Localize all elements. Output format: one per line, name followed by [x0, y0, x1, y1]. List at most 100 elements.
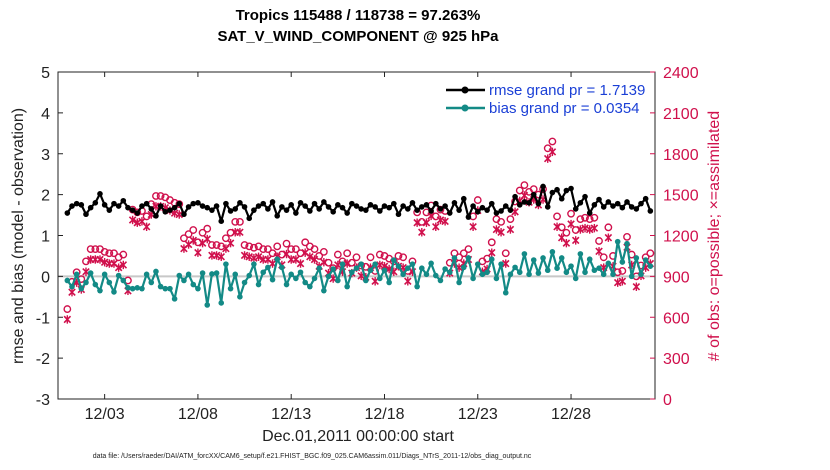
- obs-possible-point: [646, 249, 655, 258]
- rmse-point: [418, 204, 425, 210]
- bias-point: [195, 285, 201, 292]
- rmse-point: [605, 199, 612, 205]
- rmse-point: [241, 204, 248, 210]
- rmse-point: [111, 200, 117, 207]
- bias-point: [157, 283, 164, 290]
- bias-point: [363, 277, 369, 284]
- obs-possible-point: [198, 228, 207, 237]
- rmse-point: [563, 187, 570, 194]
- obs-possible-point: [231, 217, 240, 226]
- rmse-point: [232, 206, 239, 212]
- rmse-point: [474, 208, 481, 215]
- obs-possible-point: [501, 249, 510, 258]
- rmse-point: [530, 191, 537, 198]
- obs-possible-point: [208, 241, 216, 249]
- obs-possible-point: [86, 245, 95, 254]
- rmse-point: [568, 185, 574, 192]
- rmse-point: [372, 204, 378, 210]
- rmse-point: [185, 204, 192, 210]
- rmse-point: [251, 207, 257, 213]
- obs-assimilated-point: [520, 191, 529, 200]
- rmse-point: [554, 186, 560, 193]
- rmse-point: [446, 210, 453, 216]
- rmse-point: [335, 202, 341, 208]
- bias-point: [213, 270, 220, 276]
- rmse-point: [488, 200, 495, 207]
- obs-possible-point: [618, 267, 627, 275]
- bias-point: [502, 289, 509, 296]
- rmse-point: [106, 207, 113, 213]
- series-layer: [63, 137, 655, 324]
- bias-point: [316, 265, 322, 272]
- obs-possible-point: [399, 253, 408, 262]
- rmse-point: [255, 203, 262, 209]
- bias-point: [446, 269, 453, 276]
- obs-possible-point: [180, 234, 188, 243]
- rmse-point: [78, 202, 85, 208]
- bias-point: [372, 261, 378, 267]
- obs-assimilated-point: [194, 248, 202, 257]
- y-tick-label: -3: [36, 392, 50, 409]
- obs-possible-point: [203, 224, 212, 233]
- bias-point: [628, 273, 635, 280]
- bias-point: [171, 296, 178, 302]
- obs-possible-point: [152, 192, 160, 200]
- obs-assimilated-point: [114, 263, 123, 272]
- bias-point: [297, 269, 304, 276]
- rmse-point: [395, 211, 402, 218]
- obs-possible-point: [240, 241, 249, 249]
- bias-point: [614, 238, 621, 245]
- obs-possible-point: [63, 305, 72, 313]
- rmse-point: [633, 206, 640, 212]
- rmse-point: [507, 207, 514, 213]
- rmse-point: [479, 204, 486, 211]
- rmse-point: [213, 203, 220, 209]
- x-tick-label: 12/13: [271, 406, 311, 423]
- bias-point: [83, 279, 89, 286]
- obs-assimilated-point: [128, 215, 137, 225]
- rmse-point: [577, 200, 584, 206]
- rmse-point: [465, 214, 472, 220]
- rmse-point: [544, 204, 551, 210]
- rmse-point: [540, 183, 546, 190]
- obs-possible-point: [91, 245, 100, 254]
- x-tick-label: 12/28: [551, 406, 591, 423]
- x-tick-label: 12/23: [458, 406, 498, 423]
- y-tick-label: 1: [41, 229, 50, 246]
- obs-possible-point: [105, 249, 114, 258]
- obs-possible-point: [263, 245, 272, 254]
- bias-point: [456, 279, 462, 286]
- rmse-point: [129, 207, 136, 213]
- rmse-point: [512, 193, 518, 200]
- obs-assimilated-point: [618, 277, 627, 286]
- obs-possible-point: [184, 230, 193, 239]
- bias-point: [87, 270, 94, 276]
- bias-point: [386, 279, 392, 286]
- rmse-point: [87, 204, 94, 211]
- bias-point: [507, 271, 514, 278]
- bias-point: [274, 256, 281, 263]
- rmse-point: [143, 200, 150, 207]
- rmse-point: [596, 196, 602, 203]
- obs-assimilated-point: [189, 236, 198, 245]
- bias-point: [115, 272, 122, 279]
- obs-possible-point: [487, 238, 496, 247]
- obs-possible-point: [319, 247, 328, 256]
- bias-point: [554, 265, 560, 272]
- bias-point: [162, 285, 169, 292]
- bias-point: [586, 256, 593, 263]
- bias-point: [129, 285, 136, 292]
- bias-point: [414, 283, 420, 290]
- obs-possible-point: [291, 245, 300, 254]
- bias-point: [265, 264, 271, 271]
- rmse-point: [157, 203, 164, 209]
- bias-point: [428, 260, 434, 267]
- bias-point: [167, 285, 173, 292]
- rmse-point: [339, 204, 346, 211]
- y-right-tick-label: 1500: [663, 188, 699, 205]
- bias-point: [288, 271, 295, 278]
- obs-assimilated-point: [310, 255, 319, 264]
- obs-possible-point: [343, 249, 352, 258]
- rmse-point: [279, 204, 285, 210]
